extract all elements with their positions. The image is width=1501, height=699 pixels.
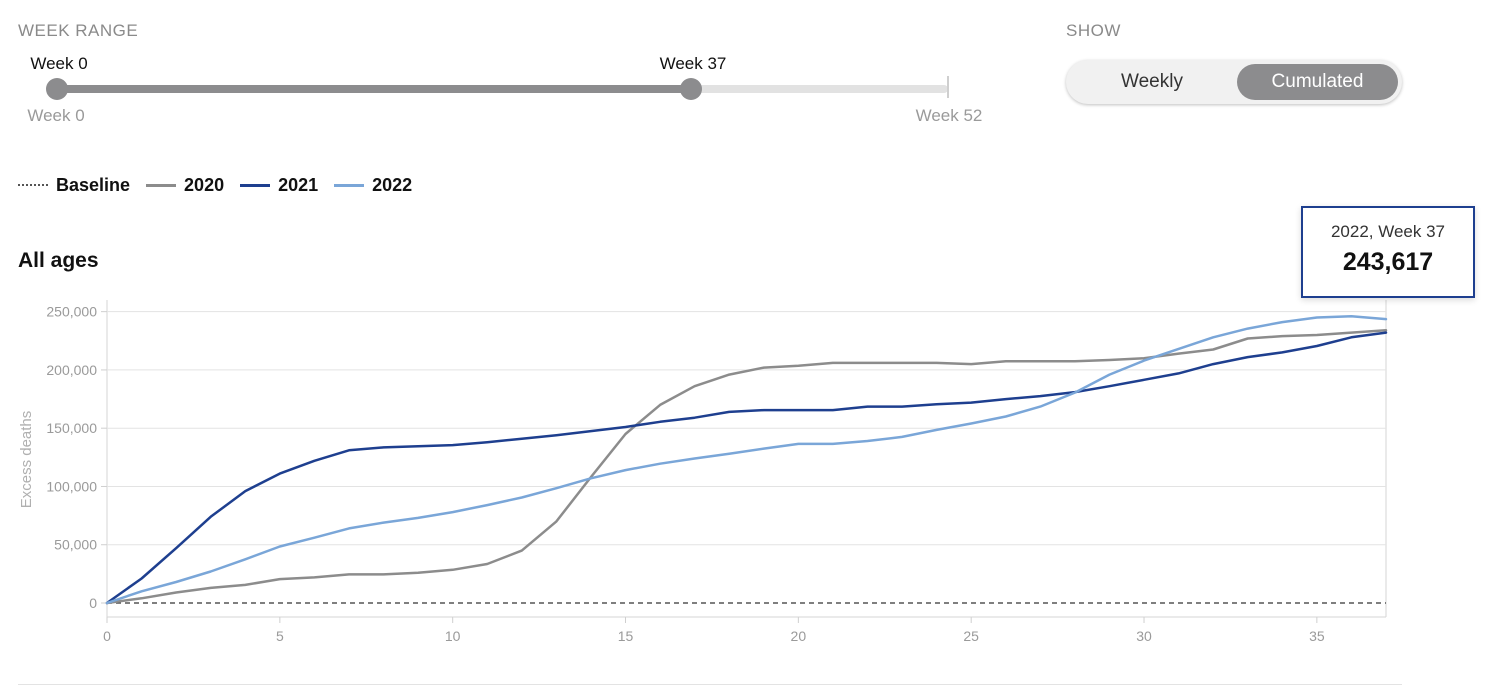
slider-end-value: Week 37 — [659, 54, 727, 73]
y-axis-label: Excess deaths — [18, 411, 35, 509]
legend-label-2020: 2020 — [184, 174, 225, 195]
series-line-2021[interactable] — [105, 331, 1388, 605]
series-line-2020[interactable] — [105, 329, 1388, 605]
chart-tooltip: 2022, Week 37 243,617 — [1301, 206, 1475, 298]
week-range-slider[interactable]: Week 0 Week 37 Week 0 Week 52 — [0, 50, 1000, 130]
legend-item-baseline[interactable]: Baseline — [18, 175, 130, 196]
y-tick-label: 100,000 — [46, 478, 97, 494]
legend-swatch-2020 — [146, 183, 177, 187]
y-tick-label: 150,000 — [46, 420, 97, 436]
y-tick-label: 250,000 — [46, 304, 97, 320]
excess-deaths-chart[interactable]: 0 50,000 100,000 150,000 200,000 250,000 0 5 10 1… — [0, 290, 1420, 660]
slider-start-handle[interactable] — [46, 78, 68, 100]
x-tick-label: 20 — [791, 628, 807, 644]
y-tick-label: 50,000 — [54, 537, 97, 553]
slider-selected-range — [57, 85, 691, 93]
series-line-2022[interactable] — [105, 315, 1388, 605]
legend-swatch-2021 — [240, 183, 271, 187]
x-tick-label: 25 — [963, 628, 979, 644]
y-tick-label: 0 — [89, 595, 97, 611]
cumulated-toggle-button[interactable]: Cumulated — [1237, 64, 1398, 100]
x-tick-label: 10 — [445, 628, 461, 644]
legend-item-2021[interactable]: 2021 — [240, 175, 318, 196]
legend-item-2020[interactable]: 2020 — [146, 175, 224, 196]
slider-end-tick — [947, 76, 949, 98]
week-range-label: WEEK RANGE — [18, 21, 139, 40]
show-label: SHOW — [1066, 21, 1121, 40]
bottom-divider — [18, 684, 1402, 685]
legend-label-2022: 2022 — [372, 174, 413, 195]
legend-label-baseline: Baseline — [56, 174, 131, 195]
chart-legend: Baseline 2020 2021 2022 — [18, 173, 428, 197]
tooltip-value: 243,617 — [1342, 248, 1434, 276]
legend-swatch-baseline — [18, 184, 48, 186]
slider-end-handle[interactable] — [679, 78, 702, 100]
legend-swatch-2022 — [334, 183, 365, 187]
y-tick-label: 200,000 — [46, 362, 97, 378]
tooltip-label: 2022, Week 37 — [1330, 222, 1446, 241]
x-tick-label: 5 — [276, 628, 284, 644]
slider-start-value: Week 0 — [30, 54, 88, 73]
chart-title: All ages — [18, 249, 99, 272]
x-tick-label: 0 — [103, 628, 111, 644]
legend-label-2021: 2021 — [278, 174, 319, 195]
show-toggle: Weekly Cumulated — [1066, 60, 1402, 104]
x-tick-label: 15 — [618, 628, 634, 644]
x-tick-label: 30 — [1136, 628, 1152, 644]
slider-min-label: Week 0 — [27, 106, 85, 125]
slider-max-label: Week 52 — [915, 106, 983, 125]
x-tick-label: 35 — [1309, 628, 1325, 644]
weekly-toggle-button[interactable]: Weekly — [1121, 71, 1183, 92]
legend-item-2022[interactable]: 2022 — [334, 175, 412, 196]
